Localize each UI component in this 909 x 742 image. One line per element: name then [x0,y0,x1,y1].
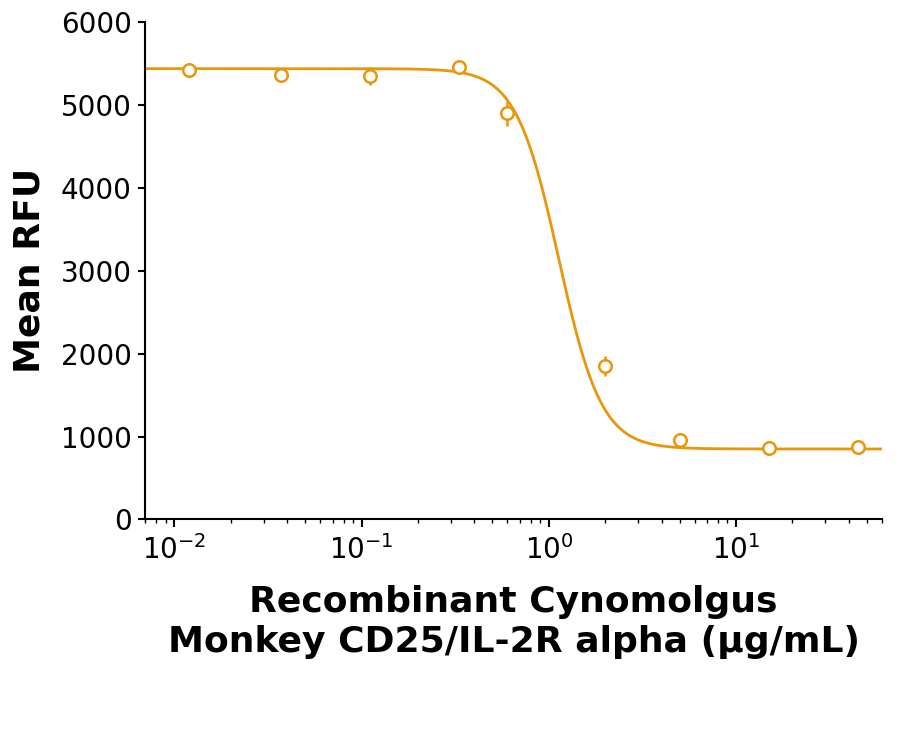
Y-axis label: Mean RFU: Mean RFU [13,168,46,373]
X-axis label: Recombinant Cynomolgus
Monkey CD25/IL-2R alpha (μg/mL): Recombinant Cynomolgus Monkey CD25/IL-2R… [167,585,860,659]
